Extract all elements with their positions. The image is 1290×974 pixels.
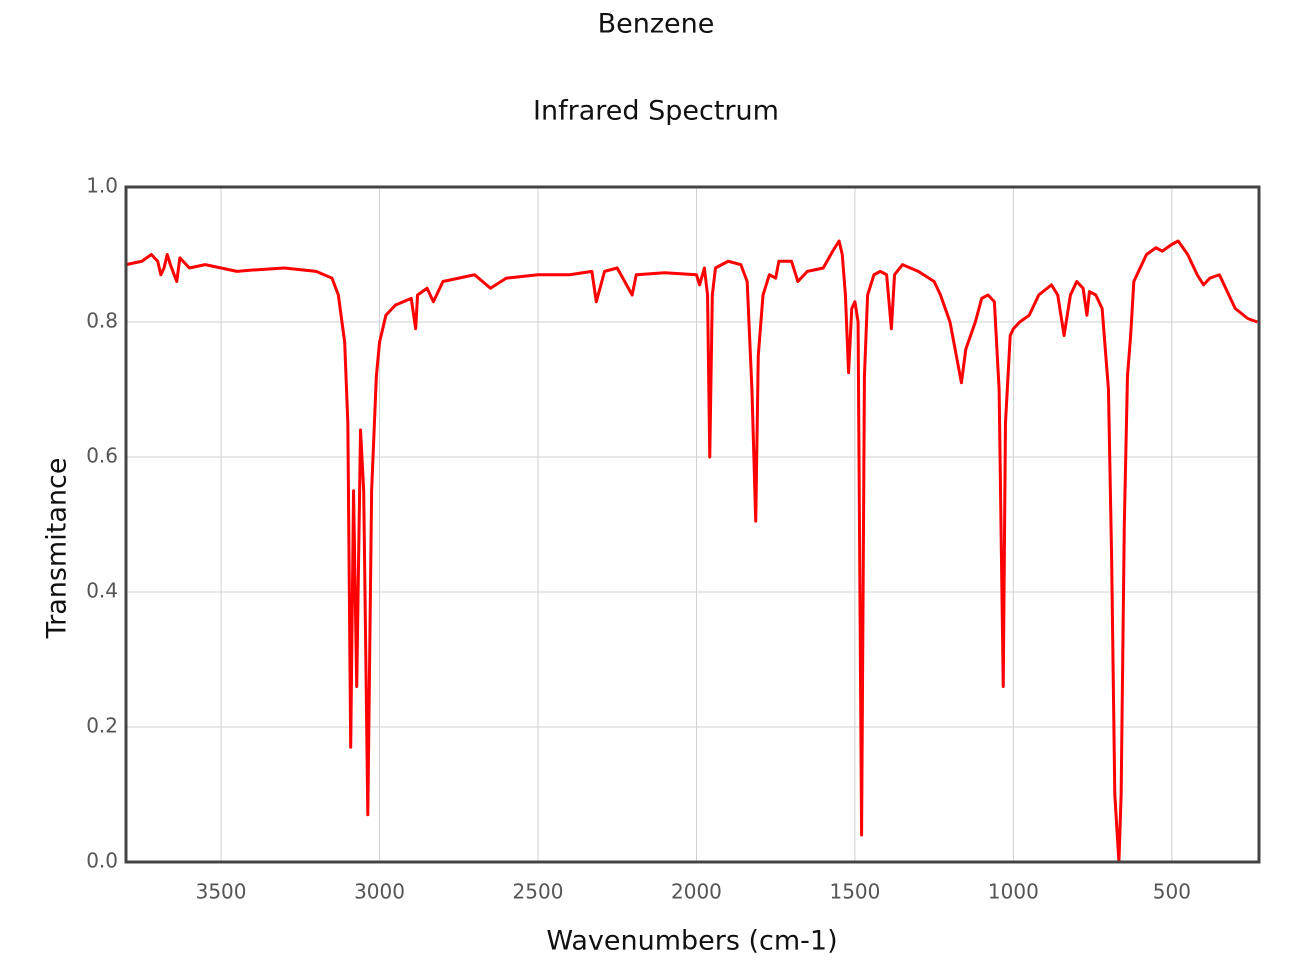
y-tick-label: 0.2 — [86, 714, 118, 738]
x-tick-label: 500 — [1153, 880, 1191, 904]
y-tick-label: 0.8 — [86, 309, 118, 333]
y-tick-label: 0.0 — [86, 849, 118, 873]
x-tick-label: 3500 — [196, 880, 247, 904]
y-tick-label: 1.0 — [86, 174, 118, 198]
x-axis-label: Wavenumbers (cm-1) — [546, 926, 837, 957]
x-tick-label: 2500 — [513, 880, 564, 904]
plot-frame — [124, 185, 1261, 864]
y-tick-label: 0.6 — [86, 444, 118, 468]
chart-title: Benzene — [598, 9, 715, 40]
y-tick-label: 0.4 — [86, 579, 118, 603]
x-tick-label: 1000 — [988, 880, 1039, 904]
spectrum-line — [125, 239, 1258, 864]
x-tick-label: 2000 — [671, 880, 722, 904]
chart-subtitle: Infrared Spectrum — [533, 96, 779, 127]
x-tick-label: 1500 — [829, 880, 880, 904]
y-axis-label: Transmitance — [42, 458, 73, 640]
x-tick-label: 3000 — [354, 880, 405, 904]
